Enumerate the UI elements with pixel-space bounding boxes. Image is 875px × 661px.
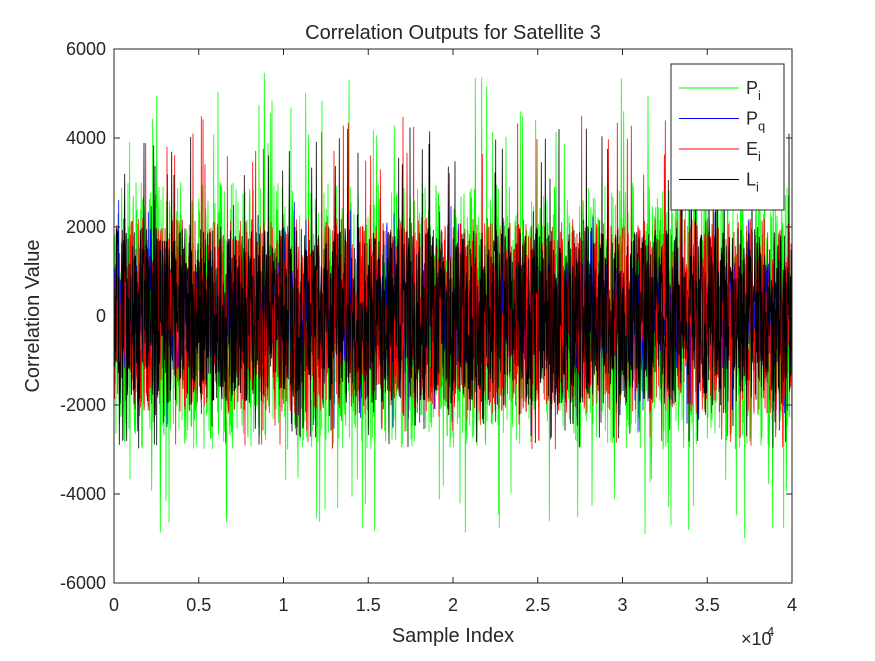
x-tick-label: 1.5 [356,595,381,615]
x-axis-exponent: ×10 4 [741,624,774,649]
x-tick-label: 0 [109,595,119,615]
y-tick-label: 4000 [66,128,106,148]
y-tick-label: 6000 [66,39,106,59]
legend-label: Pi [746,78,761,103]
x-tick-label: 3.5 [695,595,720,615]
y-tick-label: -4000 [60,484,106,504]
x-tick-label: 3 [617,595,627,615]
legend-box [670,63,785,211]
x-axis-label: Sample Index [392,625,514,647]
y-axis: -6000 -4000 -2000 0 2000 4000 6000 [60,39,792,593]
legend-label: Ei [746,139,761,164]
x-tick-label: 2 [448,595,458,615]
legend-label: Pq [746,109,765,134]
x-axis-exponent-base: ×10 [741,629,772,649]
legend-label: Li [746,170,759,195]
x-tick-label: 0.5 [186,595,211,615]
legend[interactable]: Pi Pq Ei Li [670,63,785,211]
y-tick-label: -2000 [60,395,106,415]
y-tick-label: 0 [96,306,106,326]
x-axis-exponent-power: 4 [767,624,774,639]
x-tick-label: 4 [787,595,797,615]
x-tick-label: 1 [278,595,288,615]
series-line-li [113,126,793,449]
chart-title: Correlation Outputs for Satellite 3 [305,22,601,44]
x-tick-label: 2.5 [525,595,550,615]
y-tick-label: -6000 [60,573,106,593]
y-axis-label: Correlation Value [22,239,44,392]
series-layer [113,72,793,539]
x-axis: 0 0.5 1 1.5 2 2.5 3 3.5 4 [109,49,797,615]
y-tick-label: 2000 [66,217,106,237]
